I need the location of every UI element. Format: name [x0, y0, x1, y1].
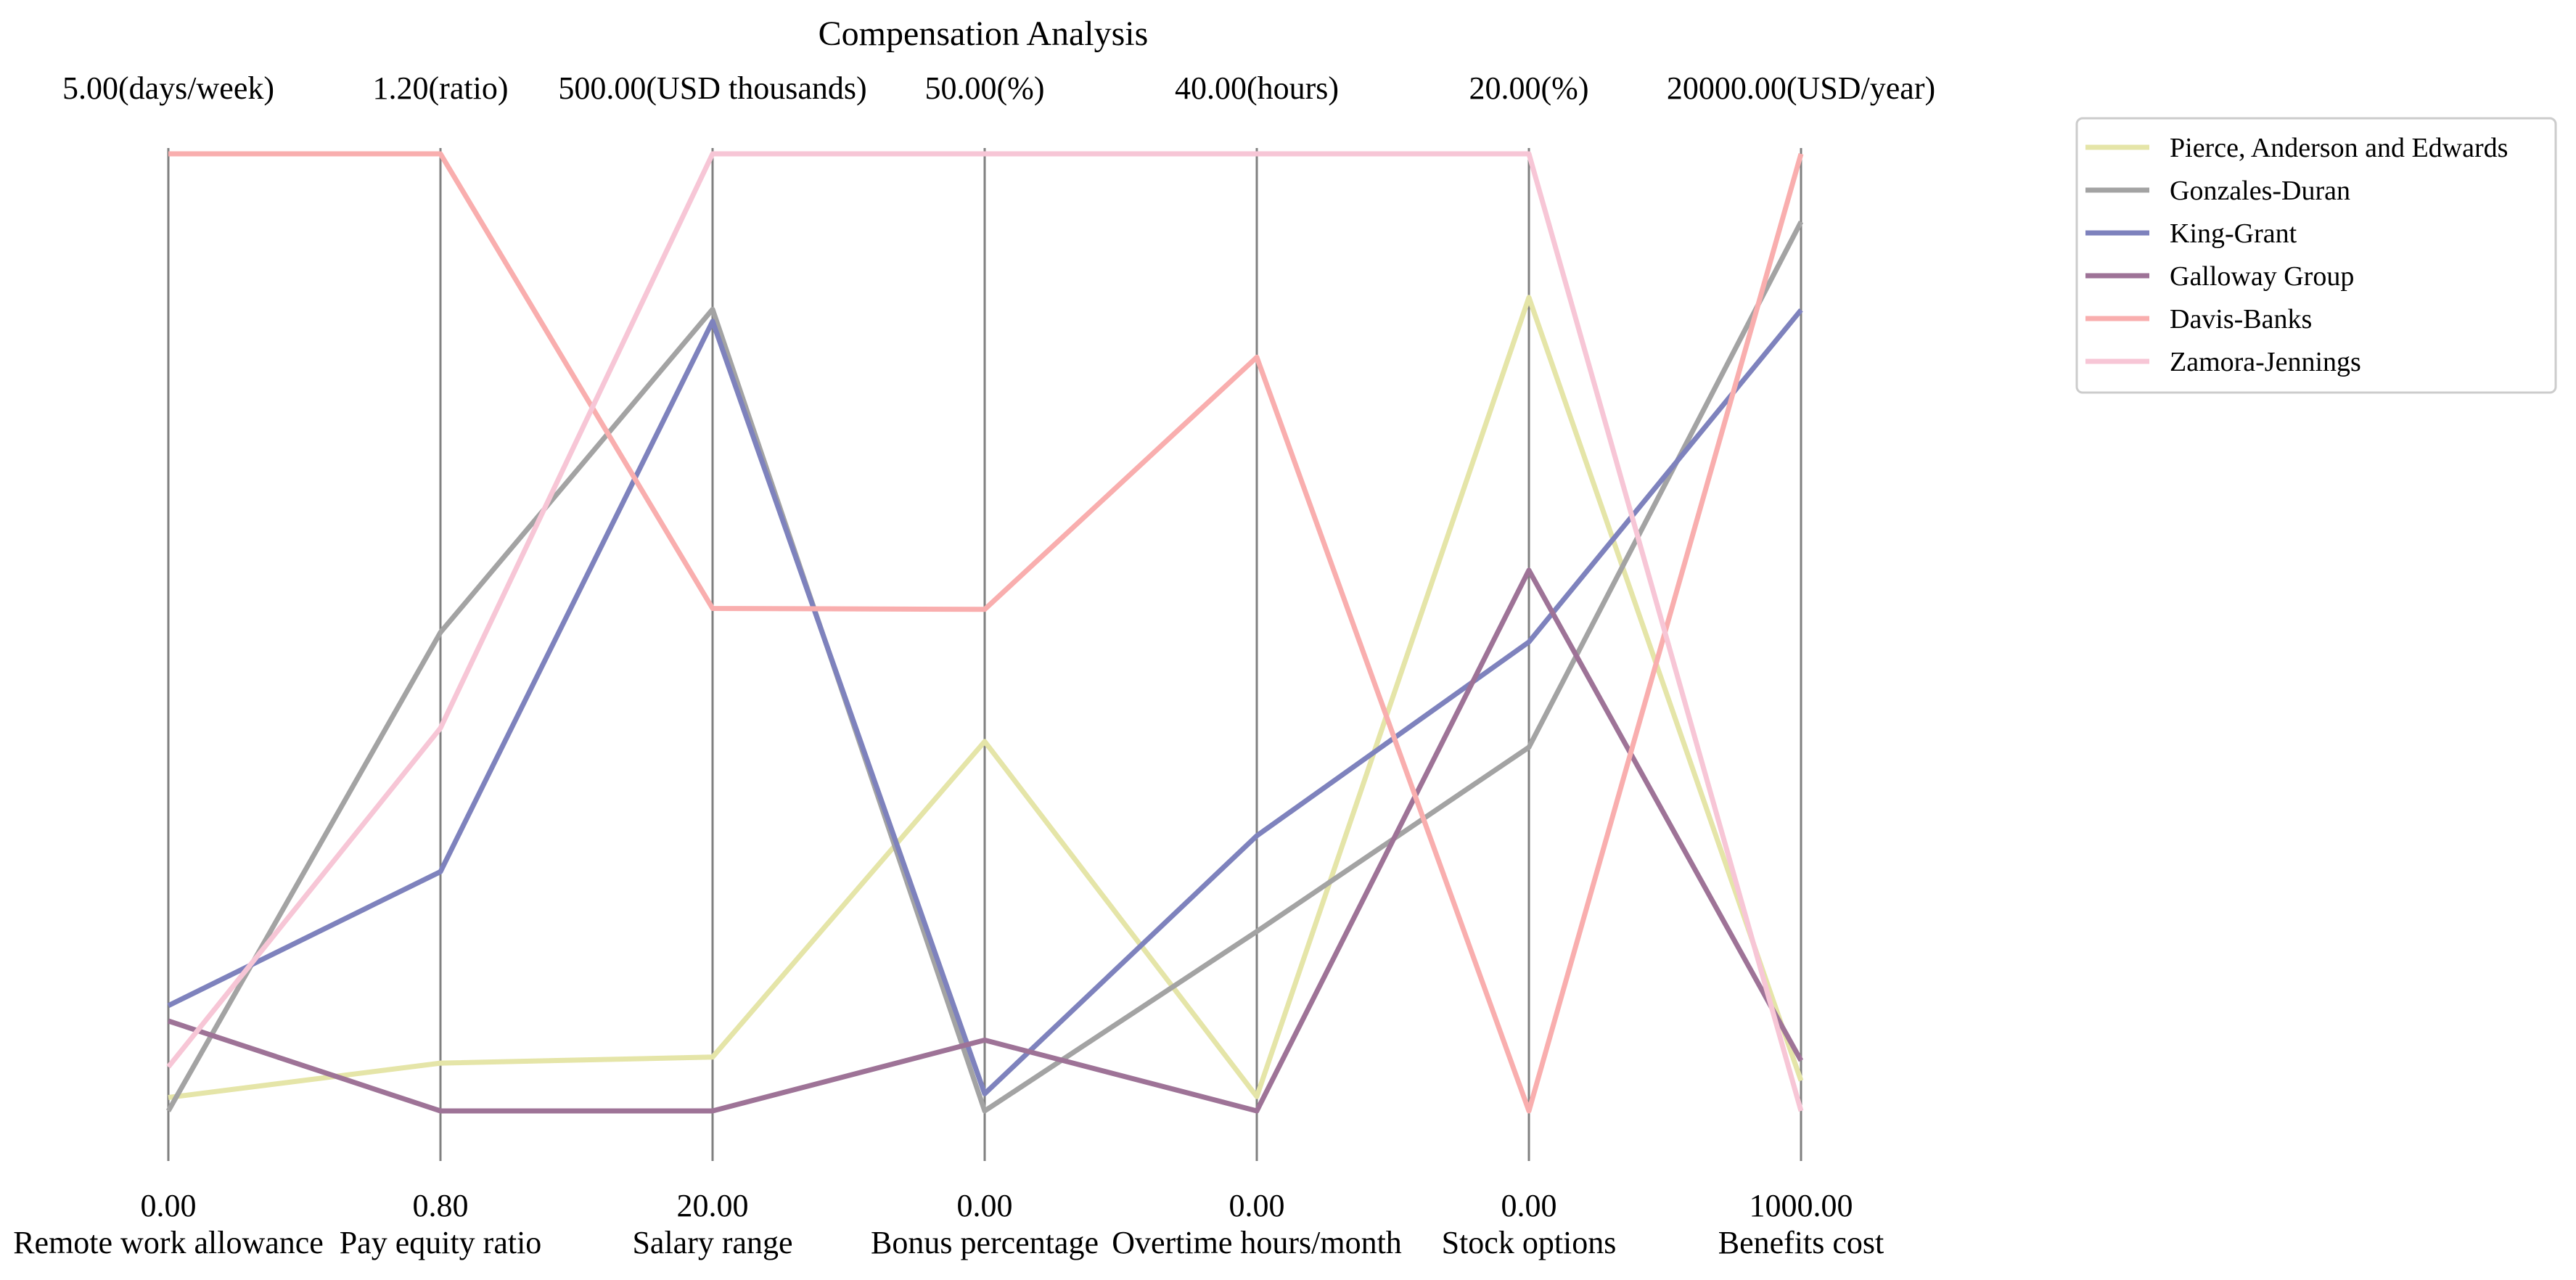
legend-label-davis-banks: Davis-Banks: [2170, 304, 2312, 335]
series-line-davis-banks: [168, 151, 1804, 1114]
chart-title: Compensation Analysis: [819, 15, 1149, 53]
axis-min-label-overtime-hours-month: 0.00: [1229, 1188, 1285, 1223]
axis-max-label-salary-range: 500.00(USD thousands): [558, 70, 866, 106]
axis-min-label-pay-equity-ratio: 0.80: [413, 1188, 469, 1223]
axis-name-bonus-percentage: Bonus percentage: [871, 1225, 1099, 1260]
axis-max-label-bonus-percentage: 50.00(%): [925, 70, 1045, 106]
series-line-pierce-anderson-and-edwards: [168, 295, 1804, 1100]
series-lines-group: [165, 151, 1804, 1114]
legend-label-zamora-jennings: Zamora-Jennings: [2170, 347, 2361, 377]
axis-max-label-stock-options: 20.00(%): [1469, 70, 1589, 106]
series-line-zamora-jennings: [166, 151, 1804, 1112]
axis-min-label-benefits-cost: 1000.00: [1750, 1188, 1853, 1223]
legend-frame: [2075, 117, 2557, 394]
axis-min-label-stock-options: 0.00: [1501, 1188, 1557, 1223]
axis-name-benefits-cost: Benefits cost: [1718, 1225, 1884, 1260]
axis-name-pay-equity-ratio: Pay equity ratio: [340, 1225, 542, 1260]
axis-max-label-pay-equity-ratio: 1.20(ratio): [373, 70, 509, 106]
axis-min-label-salary-range: 20.00: [677, 1188, 749, 1223]
legend-label-gonzales-duran: Gonzales-Duran: [2170, 176, 2350, 206]
axis-name-remote-work-allowance: Remote work allowance: [13, 1225, 324, 1260]
axis-min-label-remote-work-allowance: 0.00: [141, 1188, 197, 1223]
axis-max-label-remote-work-allowance: 5.00(days/week): [62, 70, 274, 106]
axis-name-salary-range: Salary range: [632, 1225, 792, 1260]
series-line-galloway-group: [167, 567, 1804, 1114]
series-line-king-grant: [167, 308, 1803, 1096]
axis-max-label-overtime-hours-month: 40.00(hours): [1175, 70, 1339, 106]
axis-min-label-bonus-percentage: 0.00: [957, 1188, 1013, 1223]
legend-label-galloway-group: Galloway Group: [2170, 261, 2354, 292]
legend-label-king-grant: King-Grant: [2170, 218, 2297, 249]
legend-label-pierce-anderson-and-edwards: Pierce, Anderson and Edwards: [2170, 133, 2508, 163]
axis-name-stock-options: Stock options: [1442, 1225, 1617, 1260]
axis-max-label-benefits-cost: 20000.00(USD/year): [1667, 70, 1935, 106]
legend: Pierce, Anderson and Edwards Gonzales-Dur…: [2075, 117, 2557, 394]
series-line-gonzales-duran: [165, 221, 1804, 1114]
axis-name-overtime-hours-month: Overtime hours/month: [1112, 1225, 1402, 1260]
